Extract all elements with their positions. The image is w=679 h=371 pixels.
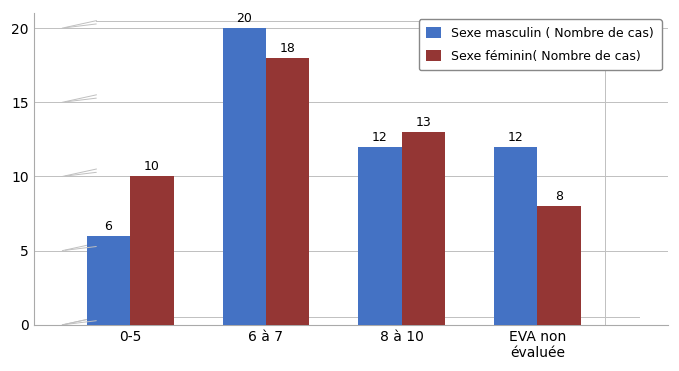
Text: 12: 12 [508, 131, 524, 144]
Text: 12: 12 [372, 131, 388, 144]
Text: 13: 13 [416, 116, 431, 129]
Bar [266, 58, 310, 325]
Text: 10: 10 [144, 161, 160, 174]
Bar [359, 147, 401, 325]
Bar [401, 132, 445, 325]
Text: 18: 18 [280, 42, 295, 55]
Bar [87, 236, 130, 325]
Bar [223, 28, 266, 325]
Legend: Sexe masculin ( Nombre de cas), Sexe féminin( Nombre de cas): Sexe masculin ( Nombre de cas), Sexe fém… [419, 20, 661, 70]
Text: 6: 6 [105, 220, 113, 233]
Bar [537, 206, 581, 325]
Bar [130, 177, 174, 325]
Text: 8: 8 [555, 190, 563, 203]
Text: 20: 20 [236, 12, 252, 25]
Bar [494, 147, 537, 325]
